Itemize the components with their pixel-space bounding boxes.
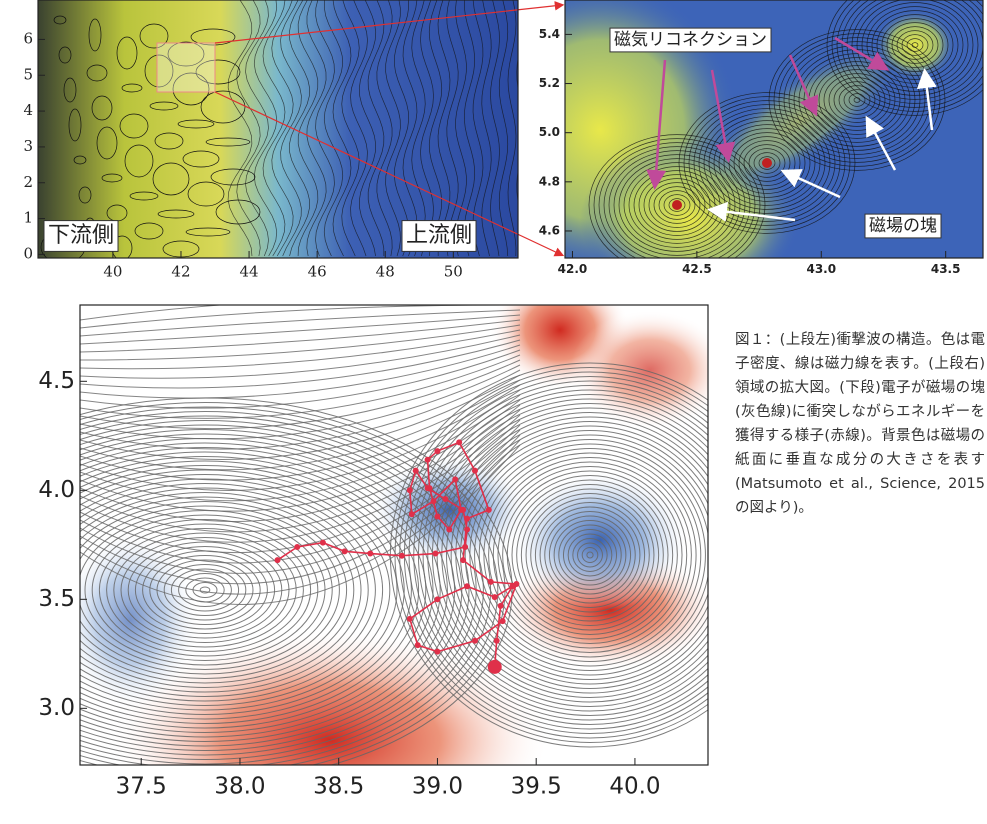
trajectory-point [413, 468, 419, 474]
x-tick-label: 42.0 [558, 262, 588, 276]
trajectory-point [464, 527, 470, 533]
x-tick-label: 42.5 [682, 262, 712, 276]
y-tick-label: 3.5 [38, 586, 75, 612]
y-tick-label: 4.8 [539, 174, 560, 188]
trajectory-point [464, 583, 470, 589]
zoom-box [157, 43, 215, 92]
trajectory-point [342, 548, 348, 554]
trajectory-point [500, 618, 506, 624]
panel-background [0, 270, 790, 824]
x-tick-label: 50 [444, 262, 463, 280]
y-tick-label: 5.4 [539, 27, 560, 41]
x-tick-label: 48 [376, 262, 395, 280]
x-tick-label: 44 [240, 262, 259, 280]
trajectory-point [494, 638, 500, 644]
trajectory-point [458, 507, 464, 513]
trajectory-point [367, 551, 373, 557]
y-tick-label: 4.5 [38, 368, 75, 394]
trajectory-point [462, 544, 468, 550]
trajectory-point [456, 439, 462, 445]
trajectory-point [434, 513, 440, 519]
annotation: 磁場の塊 [869, 216, 937, 236]
y-tick-label: 5.2 [539, 76, 560, 90]
blob [762, 158, 772, 168]
trajectory-point [434, 649, 440, 655]
page: {"chart_data": [ {"type": "contour", "xl… [0, 0, 987, 824]
trajectory-point [472, 468, 478, 474]
x-tick-label: 39.0 [412, 773, 463, 799]
x-tick-label: 37.5 [116, 773, 167, 799]
y-tick-label: 4 [23, 101, 33, 119]
caption: 図１：(上段左)衝撃波の構造。色は電子密度、線は磁力線を表す。(上段右)領域の拡… [735, 328, 985, 520]
trajectory-point [460, 557, 466, 563]
trajectory-point [509, 583, 515, 589]
trajectory-point [452, 476, 458, 482]
trajectory-point [464, 516, 470, 522]
y-tick-label: 6 [23, 29, 33, 47]
trajectory-point [486, 507, 492, 513]
y-tick-label: 0 [23, 244, 33, 262]
y-tick-label: 3 [23, 137, 33, 155]
y-tick-label: 4.6 [539, 223, 560, 237]
trajectory-point [294, 544, 300, 550]
x-tick-label: 43.0 [806, 262, 836, 276]
trajectory-point [320, 540, 326, 546]
trajectory-point [498, 603, 504, 609]
y-tick-label: 3.0 [38, 695, 75, 721]
trajectory-point [446, 527, 452, 533]
annotation: 下流側 [48, 223, 114, 248]
trajectory-point [407, 487, 413, 493]
x-tick-label: 38.5 [313, 773, 364, 799]
trajectory-point [492, 594, 498, 600]
annotation: 磁気リコネクション [614, 30, 767, 50]
trajectory-point [274, 557, 280, 563]
trajectory-point [425, 457, 431, 463]
trajectory-point [472, 638, 478, 644]
x-tick-label: 42 [171, 262, 190, 280]
trajectory-point [407, 616, 413, 622]
trajectory-point [415, 642, 421, 648]
trajectory-point [442, 496, 448, 502]
y-tick-label: 5.0 [539, 125, 560, 139]
x-tick-label: 38.0 [214, 773, 265, 799]
trajectory-point [434, 596, 440, 602]
x-tick-label: 39.5 [511, 773, 562, 799]
trajectory-point [430, 498, 436, 504]
y-tick-label: 4.0 [38, 477, 75, 503]
y-tick-label: 1 [23, 209, 33, 227]
trajectory-point [427, 485, 433, 491]
trajectory-point [432, 551, 438, 557]
trajectory-point [434, 448, 440, 454]
trajectory-point [409, 511, 415, 517]
trajectory-point [488, 660, 502, 674]
blob [672, 200, 682, 210]
x-tick-label: 40.0 [609, 773, 660, 799]
x-tick-label: 43.5 [931, 262, 961, 276]
y-tick-label: 5 [23, 65, 33, 83]
annotation: 上流側 [406, 223, 472, 248]
trajectory-point [399, 553, 405, 559]
trajectory-point [488, 579, 494, 585]
x-tick-label: 40 [103, 262, 122, 280]
x-tick-label: 46 [308, 262, 327, 280]
y-tick-label: 2 [23, 173, 33, 191]
